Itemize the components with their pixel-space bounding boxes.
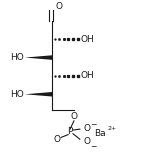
Text: O: O <box>84 124 91 133</box>
Text: Ba: Ba <box>95 129 106 138</box>
Text: O: O <box>70 112 77 121</box>
Text: O: O <box>84 136 91 146</box>
Text: 2+: 2+ <box>107 126 116 131</box>
Polygon shape <box>25 92 52 97</box>
Text: O: O <box>54 135 61 144</box>
Text: −: − <box>91 142 97 151</box>
Text: O: O <box>55 2 62 11</box>
Text: P: P <box>67 127 73 136</box>
Polygon shape <box>25 55 52 60</box>
Text: OH: OH <box>81 35 95 44</box>
Text: HO: HO <box>10 53 24 62</box>
Text: OH: OH <box>81 71 95 80</box>
Text: −: − <box>91 120 97 129</box>
Text: HO: HO <box>10 90 24 99</box>
